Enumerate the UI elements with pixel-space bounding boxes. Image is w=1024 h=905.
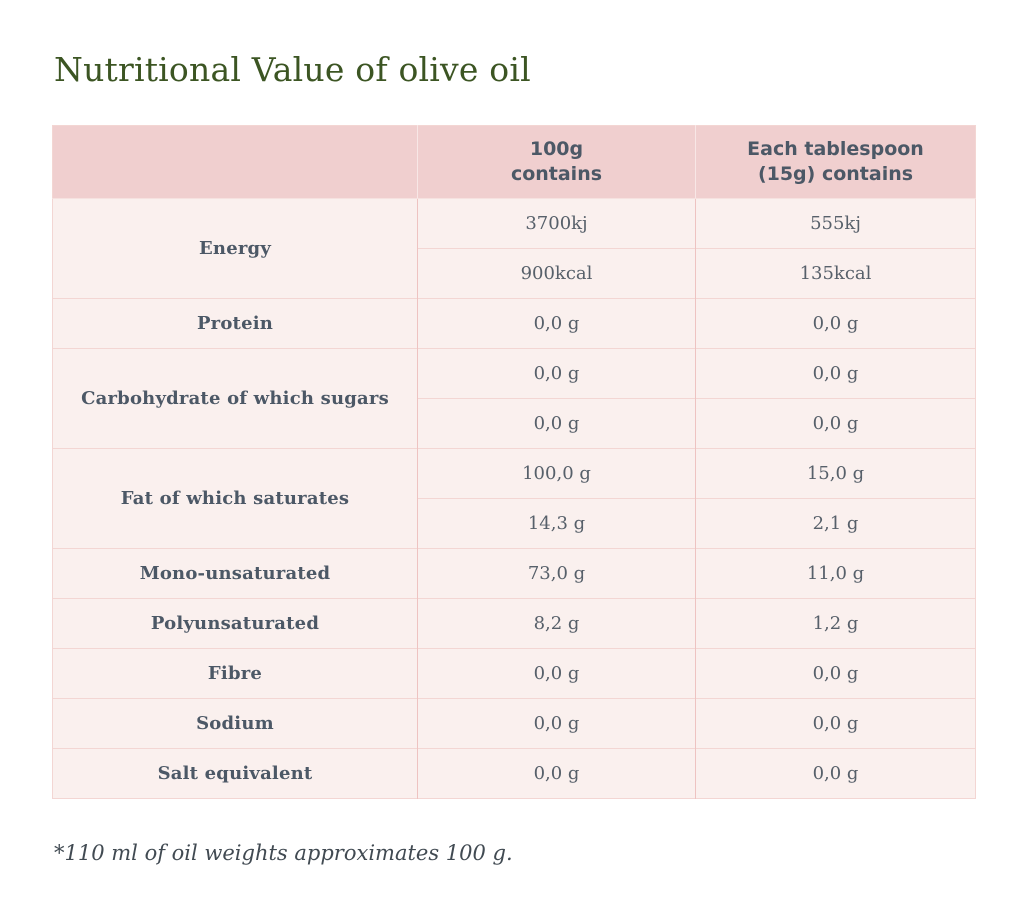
nutrition-table: 100g contains Each tablespoon (15g) cont… bbox=[52, 125, 976, 799]
value-energy-kcal-tbsp: 135kcal bbox=[695, 248, 976, 299]
table-row-protein: Protein 0,0 g 0,0 g bbox=[52, 298, 976, 349]
row-label-fibre: Fibre bbox=[52, 648, 418, 699]
table-row-saturates: 14,3 g 2,1 g bbox=[53, 498, 976, 549]
value-monounsaturated-100g: 73,0 g bbox=[417, 548, 696, 599]
row-label-sodium: Sodium bbox=[52, 698, 418, 749]
table-row-energy-kj: Energy 3700kj 555kj bbox=[52, 198, 976, 299]
value-energy-kj-100g: 3700kj bbox=[417, 198, 696, 249]
row-label-monounsaturated: Mono-unsaturated bbox=[52, 548, 418, 599]
value-carbohydrate-100g: 0,0 g bbox=[417, 348, 696, 399]
table-header-row: 100g contains Each tablespoon (15g) cont… bbox=[52, 125, 976, 199]
header-empty-cell bbox=[52, 125, 418, 199]
row-label-polyunsaturated: Polyunsaturated bbox=[52, 598, 418, 649]
value-polyunsaturated-100g: 8,2 g bbox=[417, 598, 696, 649]
value-fibre-tbsp: 0,0 g bbox=[695, 648, 976, 699]
value-carbohydrate-tbsp: 0,0 g bbox=[695, 348, 976, 399]
table-row-polyunsaturated: Polyunsaturated 8,2 g 1,2 g bbox=[52, 598, 976, 649]
footnote: *110 ml of oil weights approximates 100 … bbox=[54, 841, 513, 865]
value-fibre-100g: 0,0 g bbox=[417, 648, 696, 699]
value-sugars-tbsp: 0,0 g bbox=[695, 398, 976, 449]
row-label-fat: Fat of which saturates bbox=[52, 448, 418, 549]
value-sugars-100g: 0,0 g bbox=[417, 398, 696, 449]
value-sodium-100g: 0,0 g bbox=[417, 698, 696, 749]
value-protein-100g: 0,0 g bbox=[417, 298, 696, 349]
value-sodium-tbsp: 0,0 g bbox=[695, 698, 976, 749]
row-label-salt-equivalent: Salt equivalent bbox=[52, 748, 418, 799]
row-label-protein: Protein bbox=[52, 298, 418, 349]
value-salt-100g: 0,0 g bbox=[417, 748, 696, 799]
header-100g-contains: 100g contains bbox=[417, 125, 696, 199]
value-salt-tbsp: 0,0 g bbox=[695, 748, 976, 799]
table-row-fat: Fat of which saturates 100,0 g 15,0 g bbox=[52, 448, 976, 549]
table-row-energy-kcal: 900kcal 135kcal bbox=[53, 248, 976, 299]
table-row-sodium: Sodium 0,0 g 0,0 g bbox=[52, 698, 976, 749]
table-row-carbohydrate: Carbohydrate of which sugars 0,0 g 0,0 g bbox=[52, 348, 976, 449]
value-fat-100g: 100,0 g bbox=[417, 448, 696, 499]
value-saturates-tbsp: 2,1 g bbox=[695, 498, 976, 549]
header-tablespoon-contains: Each tablespoon (15g) contains bbox=[695, 125, 976, 199]
page-title: Nutritional Value of olive oil bbox=[54, 50, 531, 89]
value-saturates-100g: 14,3 g bbox=[417, 498, 696, 549]
value-energy-kj-tbsp: 555kj bbox=[695, 198, 976, 249]
value-energy-kcal-100g: 900kcal bbox=[417, 248, 696, 299]
value-protein-tbsp: 0,0 g bbox=[695, 298, 976, 349]
value-fat-tbsp: 15,0 g bbox=[695, 448, 976, 499]
table-row-fibre: Fibre 0,0 g 0,0 g bbox=[52, 648, 976, 699]
row-label-carbohydrate: Carbohydrate of which sugars bbox=[52, 348, 418, 449]
row-label-energy: Energy bbox=[52, 198, 418, 299]
table-row-salt: Salt equivalent 0,0 g 0,0 g bbox=[52, 748, 976, 799]
table-row-sugars: 0,0 g 0,0 g bbox=[53, 398, 976, 449]
value-monounsaturated-tbsp: 11,0 g bbox=[695, 548, 976, 599]
value-polyunsaturated-tbsp: 1,2 g bbox=[695, 598, 976, 649]
table-row-monounsaturated: Mono-unsaturated 73,0 g 11,0 g bbox=[52, 548, 976, 599]
